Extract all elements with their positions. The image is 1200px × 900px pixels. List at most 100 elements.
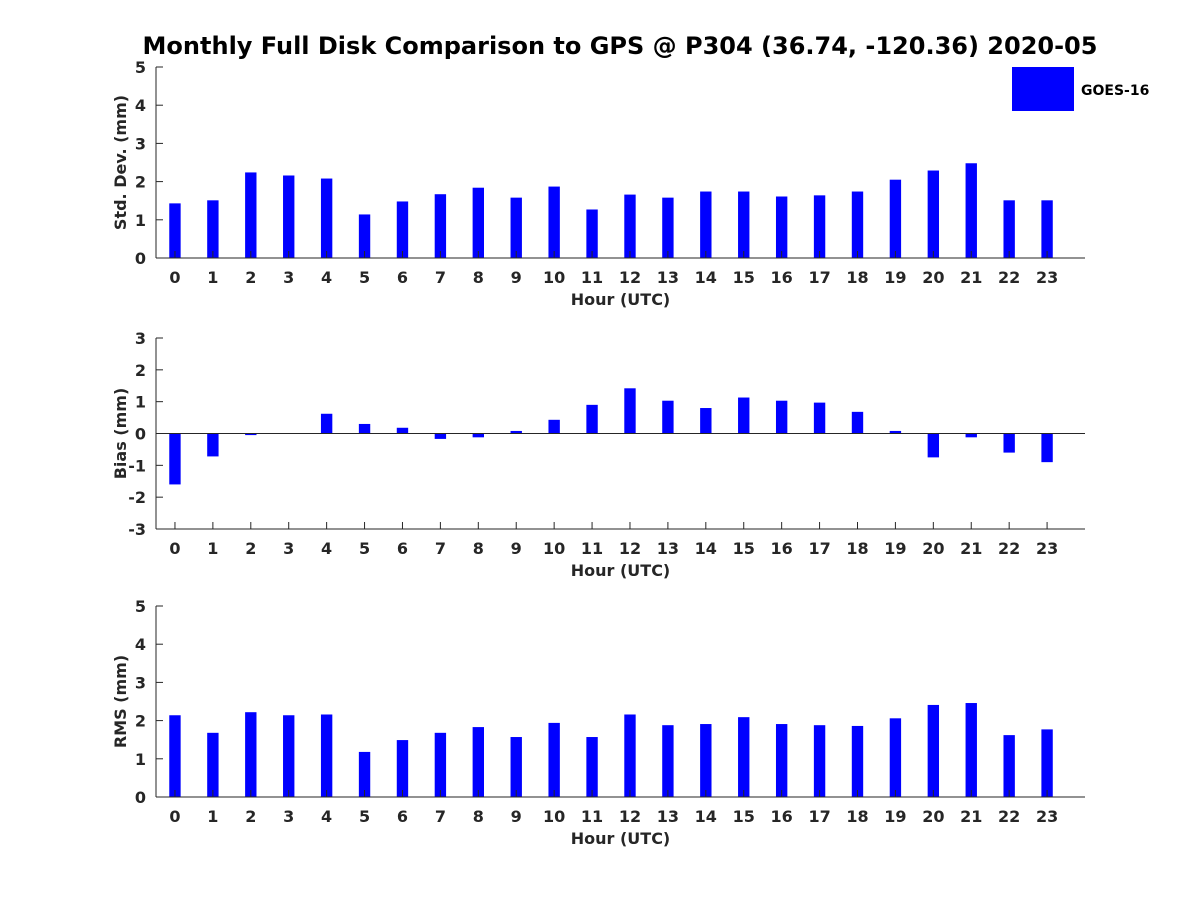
- x-tick-label: 5: [359, 539, 370, 558]
- x-tick-label: 13: [657, 539, 679, 558]
- x-tick-label: 9: [511, 539, 522, 558]
- x-tick-label: 2: [245, 539, 256, 558]
- x-tick-label: 21: [960, 807, 982, 826]
- x-tick-label: 11: [581, 807, 603, 826]
- bar-hour-0: [169, 203, 181, 258]
- bar-hour-4: [320, 178, 333, 258]
- bar-hour-12: [624, 388, 636, 434]
- y-tick-label: -3: [128, 520, 146, 539]
- y-tick-label: 2: [135, 712, 146, 731]
- x-tick-label: 9: [511, 807, 522, 826]
- y-tick-label: 2: [135, 361, 146, 380]
- x-tick-label: 12: [619, 807, 641, 826]
- x-tick-label: 4: [321, 539, 332, 558]
- bar-hour-21: [965, 433, 977, 438]
- bar-hour-17: [813, 725, 826, 797]
- bar-hour-2: [245, 433, 257, 436]
- x-tick-label: 7: [435, 539, 446, 558]
- x-tick-label: 12: [619, 268, 641, 287]
- x-tick-label: 6: [397, 268, 408, 287]
- bar-hour-8: [472, 727, 484, 797]
- y-tick-label: 0: [135, 425, 146, 444]
- bar-hour-6: [396, 201, 409, 258]
- y-axis-label: Std. Dev. (mm): [111, 95, 130, 230]
- x-tick-label: 23: [1036, 539, 1058, 558]
- x-tick-label: 23: [1036, 268, 1058, 287]
- bar-hour-1: [207, 732, 219, 797]
- x-tick-label: 15: [733, 807, 755, 826]
- bar-hour-7: [434, 194, 447, 258]
- bar-hour-10: [548, 186, 560, 258]
- y-axis-label: Bias (mm): [111, 388, 130, 480]
- x-tick-label: 14: [695, 539, 717, 558]
- bar-hour-23: [1041, 200, 1053, 258]
- x-tick-label: 17: [808, 807, 830, 826]
- bar-hour-5: [358, 751, 371, 797]
- y-tick-label: 0: [135, 788, 146, 807]
- bar-hour-11: [586, 737, 598, 797]
- bar-hour-12: [624, 194, 636, 258]
- x-tick-label: 3: [283, 268, 294, 287]
- x-tick-label: 12: [619, 539, 641, 558]
- x-tick-label: 1: [207, 807, 218, 826]
- bar-hour-9: [510, 197, 522, 258]
- bar-hour-4: [320, 413, 333, 434]
- y-tick-label: 5: [135, 597, 146, 616]
- bar-hour-17: [813, 402, 826, 434]
- bar-hour-18: [851, 411, 864, 434]
- x-tick-label: 20: [922, 268, 944, 287]
- bar-hour-8: [472, 433, 484, 438]
- x-tick-label: 6: [397, 807, 408, 826]
- x-tick-label: 0: [169, 268, 180, 287]
- bar-hour-16: [775, 724, 788, 797]
- y-tick-label: 2: [135, 173, 146, 192]
- bar-hour-11: [586, 209, 598, 258]
- bar-hour-4: [320, 714, 333, 797]
- bar-hour-6: [396, 740, 409, 797]
- x-tick-label: 21: [960, 539, 982, 558]
- y-tick-label: 1: [135, 750, 146, 769]
- bar-hour-1: [207, 433, 219, 457]
- bar-hour-6: [396, 427, 409, 434]
- bar-hour-17: [813, 195, 826, 258]
- legend-swatch-goes-16: [1012, 67, 1074, 111]
- bar-hour-14: [700, 724, 712, 797]
- legend-label: GOES-16: [1081, 83, 1149, 99]
- bar-hour-15: [738, 397, 750, 434]
- bar-hour-3: [283, 715, 295, 797]
- bar-hour-15: [738, 717, 750, 797]
- x-tick-label: 1: [207, 268, 218, 287]
- x-tick-label: 20: [922, 807, 944, 826]
- bar-hour-8: [472, 187, 484, 258]
- x-tick-label: 2: [245, 268, 256, 287]
- x-tick-label: 16: [771, 807, 793, 826]
- x-tick-label: 7: [435, 268, 446, 287]
- bar-hour-2: [245, 172, 257, 258]
- y-axis-label: RMS (mm): [111, 655, 130, 748]
- x-tick-label: 15: [733, 268, 755, 287]
- y-tick-label: 3: [135, 673, 146, 692]
- bar-hour-5: [358, 423, 371, 434]
- x-tick-label: 5: [359, 807, 370, 826]
- x-tick-label: 19: [884, 807, 906, 826]
- x-tick-label: 11: [581, 539, 603, 558]
- bar-hour-19: [889, 430, 902, 434]
- x-tick-label: 3: [283, 539, 294, 558]
- bar-hour-14: [700, 408, 712, 434]
- bar-hour-20: [927, 170, 940, 258]
- x-tick-label: 22: [998, 268, 1020, 287]
- bar-hour-9: [510, 737, 522, 797]
- x-tick-label: 3: [283, 807, 294, 826]
- y-tick-label: -2: [128, 488, 146, 507]
- y-tick-label: 0: [135, 249, 146, 268]
- x-tick-label: 23: [1036, 807, 1058, 826]
- x-tick-label: 10: [543, 539, 565, 558]
- x-tick-label: 17: [808, 268, 830, 287]
- bar-hour-20: [927, 433, 940, 458]
- x-tick-label: 16: [771, 539, 793, 558]
- figure-title: Monthly Full Disk Comparison to GPS @ P3…: [143, 32, 1098, 60]
- x-tick-label: 8: [473, 807, 484, 826]
- y-tick-label: 3: [135, 329, 146, 348]
